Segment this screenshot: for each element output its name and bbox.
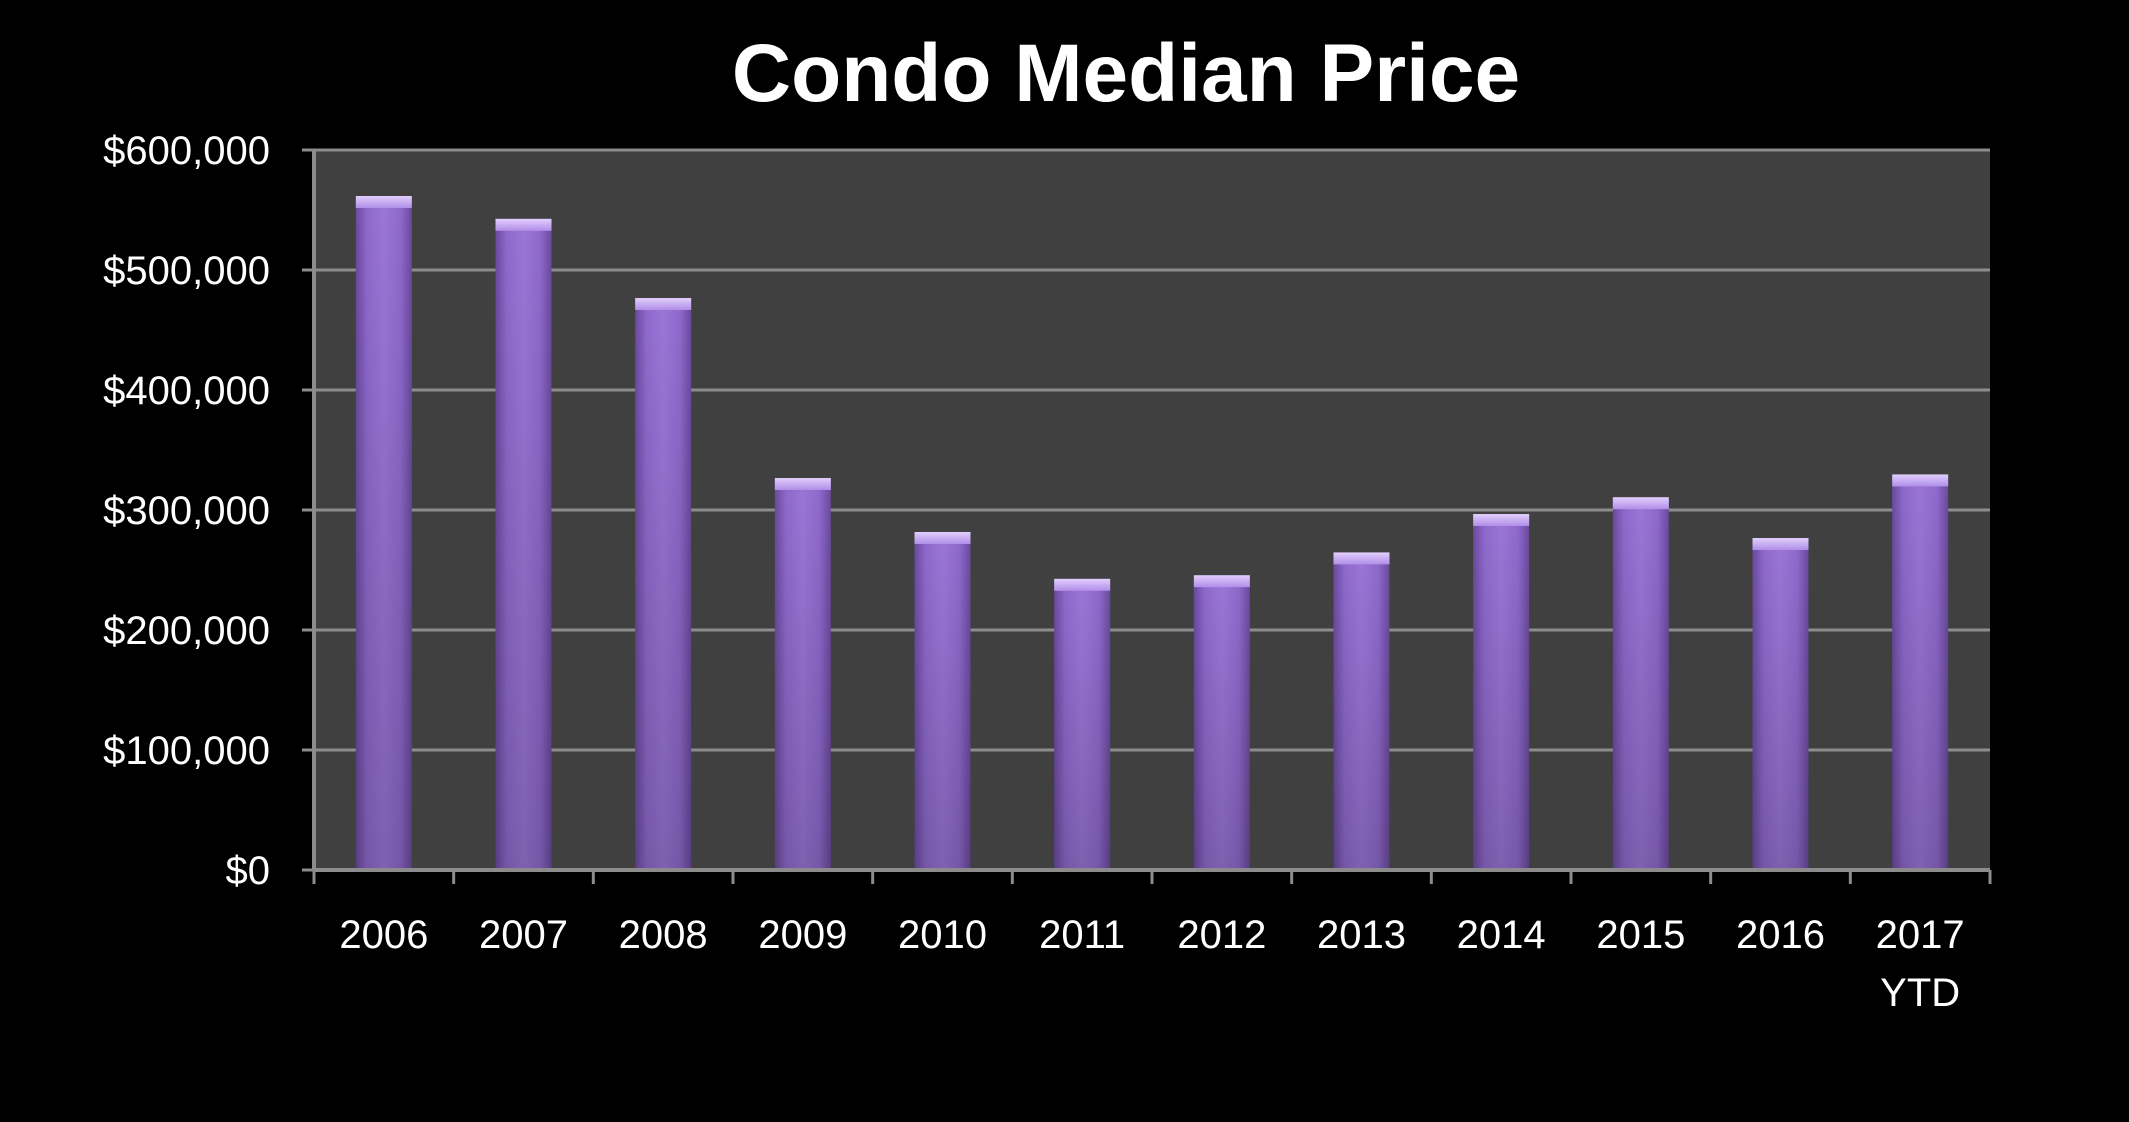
bar (1333, 552, 1390, 870)
bar-top (1473, 514, 1530, 526)
bar-shade (635, 300, 692, 870)
x-tick-label: 2010 (898, 913, 987, 957)
y-tick-label: $300,000 (103, 489, 270, 533)
y-tick-label: $400,000 (103, 369, 270, 413)
x-tick-label: 2006 (339, 913, 428, 957)
bar (635, 298, 692, 870)
x-tick-label: 2015 (1596, 913, 1685, 957)
x-tick-label: 2012 (1177, 913, 1266, 957)
bar-shade (1892, 476, 1949, 870)
x-tick-label: 2011 (1039, 913, 1125, 957)
bar-shade (774, 480, 831, 870)
chart-title: Condo Median Price (732, 28, 1520, 119)
bar (495, 218, 552, 871)
bar-shade (355, 198, 412, 870)
x-tick-label: 2013 (1317, 913, 1406, 957)
y-tick-label: $100,000 (103, 729, 270, 773)
y-tick-labels: $0 $100,000 $200,000 $300,000 $400,000 $500,0… (103, 129, 270, 893)
axes (302, 148, 1992, 884)
bar-top (914, 532, 971, 544)
bar (914, 532, 971, 870)
bar-shade (914, 534, 971, 870)
bar-top (1333, 552, 1390, 565)
x-tick-label: 2016 (1736, 913, 1825, 957)
bar-top (355, 196, 412, 208)
bar (1892, 474, 1949, 870)
bar-shade (1752, 540, 1809, 870)
y-tick-label: $200,000 (103, 609, 270, 653)
bar-shade (1054, 580, 1111, 870)
bar-shade (1473, 516, 1530, 870)
bar (774, 478, 831, 870)
bar (355, 196, 412, 870)
bar-top (495, 218, 552, 231)
bar-top (1193, 575, 1250, 588)
y-tick-label: $500,000 (103, 249, 270, 293)
bar (1473, 514, 1530, 870)
bar (1612, 497, 1669, 870)
bar-shade (495, 220, 552, 871)
bar-top (1054, 578, 1111, 591)
bar (1752, 538, 1809, 870)
x-tick-label: 2017 YTD (1876, 913, 1965, 1015)
x-tick-label: 2009 (758, 913, 847, 957)
bar-top (635, 298, 692, 310)
gridlines (314, 148, 1990, 752)
bar-shade (1193, 577, 1250, 870)
bar-top (1892, 474, 1949, 487)
bar (1193, 575, 1250, 870)
bar-top (1752, 538, 1809, 550)
bars (355, 196, 1949, 871)
bar-shade (1333, 554, 1390, 870)
x-tick-labels: 2006 2007 2008 2009 2010 2011 2012 2013 2014 2015… (339, 913, 1964, 1015)
y-tick-label: $600,000 (103, 129, 270, 173)
bar-shade (1612, 499, 1669, 870)
bar-top (1612, 497, 1669, 510)
y-tick-label: $0 (226, 849, 271, 893)
bar-top (774, 478, 831, 490)
x-tick-label: 2007 (479, 913, 568, 957)
bar (1054, 578, 1111, 870)
x-tick-label: 2014 (1457, 913, 1546, 957)
x-tick-label: 2008 (619, 913, 708, 957)
